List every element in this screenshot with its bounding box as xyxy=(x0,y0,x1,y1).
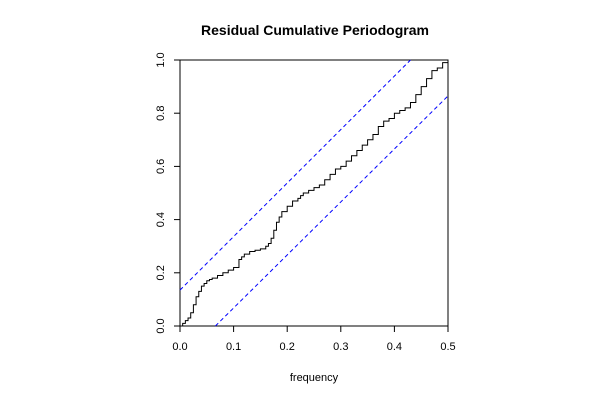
x-tick-label: 0.5 xyxy=(440,341,455,353)
series-layer xyxy=(179,59,449,327)
x-tick-label: 0.1 xyxy=(226,341,241,353)
lower-confidence-band-line xyxy=(215,95,449,327)
plot-frame xyxy=(179,59,449,327)
x-tick-label: 0.2 xyxy=(280,341,295,353)
y-tick-label: 0.8 xyxy=(155,106,167,121)
x-tick-label: 0.0 xyxy=(172,341,187,353)
upper-confidence-band-line xyxy=(179,59,411,291)
y-tick-label: 0.6 xyxy=(155,159,167,174)
x-axis-label: frequency xyxy=(290,372,339,384)
chart-title: Residual Cumulative Periodogram xyxy=(201,22,429,38)
y-tick-label: 0.2 xyxy=(155,265,167,280)
x-axis: 0.0 0.1 0.2 0.3 0.4 0.5 xyxy=(172,325,456,353)
y-tick-label: 0.0 xyxy=(155,318,167,333)
y-axis: 0.0 0.2 0.4 0.6 0.8 1.0 xyxy=(155,52,181,334)
x-tick-label: 0.3 xyxy=(333,341,348,353)
x-tick-label: 0.4 xyxy=(387,341,402,353)
cumulative-periodogram-line xyxy=(180,60,449,327)
y-tick-label: 1.0 xyxy=(155,52,167,67)
y-tick-label: 0.4 xyxy=(155,212,167,227)
